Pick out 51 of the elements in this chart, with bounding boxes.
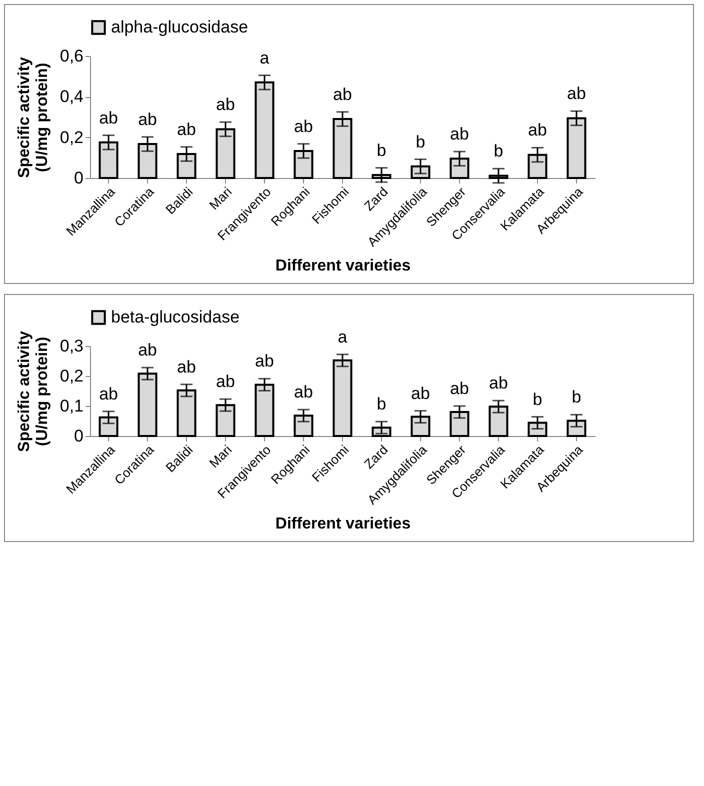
data-label: b [416, 132, 426, 152]
data-label: ab [450, 379, 469, 398]
data-label: ab [138, 110, 157, 129]
data-label: b [572, 388, 582, 407]
data-label: ab [177, 357, 196, 376]
bar [138, 372, 158, 437]
data-label: b [532, 390, 542, 409]
x-axis-title: Different varieties [275, 257, 411, 274]
y-tick-label: 0,1 [60, 396, 84, 416]
data-label: ab [411, 384, 430, 403]
data-label: ab [333, 84, 352, 104]
data-label: ab [216, 95, 235, 114]
data-label: ab [528, 120, 547, 140]
data-label: ab [177, 120, 196, 139]
bar [488, 406, 508, 437]
bar [216, 404, 236, 437]
data-label: ab [138, 340, 157, 360]
bar [566, 420, 586, 437]
legend-label: alpha-glucosidase [111, 18, 248, 36]
y-tick-label: 0,2 [60, 128, 84, 147]
data-label: b [376, 140, 386, 160]
data-label: b [494, 142, 504, 161]
bar [332, 359, 352, 437]
y-axis-title: Specific activity (U/mg protein) [16, 56, 51, 178]
bar [98, 416, 118, 437]
bar [294, 414, 314, 437]
data-label: ab [450, 124, 469, 144]
data-label: ab [567, 84, 586, 104]
data-label: b [376, 394, 386, 414]
y-axis-title: Specific activity (U/mg protein) [16, 330, 51, 452]
bar [450, 411, 470, 437]
y-tick-label: 0,4 [60, 87, 84, 106]
y-tick-label: 0 [74, 426, 84, 446]
bar [176, 389, 196, 437]
data-label: ab [489, 374, 508, 393]
data-label: ab [99, 384, 118, 404]
y-tick-label: 0,2 [60, 366, 84, 386]
data-label: a [338, 327, 348, 346]
y-tick-label: 0,6 [60, 46, 84, 66]
legend-label: beta-glucosidase [111, 308, 240, 326]
data-label: ab [294, 116, 313, 136]
data-label: ab [216, 372, 235, 392]
y-tick-label: 0 [74, 168, 84, 188]
data-label: ab [294, 382, 313, 402]
data-label: ab [99, 108, 118, 128]
data-label: ab [255, 352, 274, 371]
data-label: a [260, 48, 270, 68]
bar [254, 384, 274, 437]
x-axis-title: Different varieties [275, 515, 411, 532]
y-tick-label: 0,3 [60, 336, 84, 356]
bar [410, 416, 430, 437]
